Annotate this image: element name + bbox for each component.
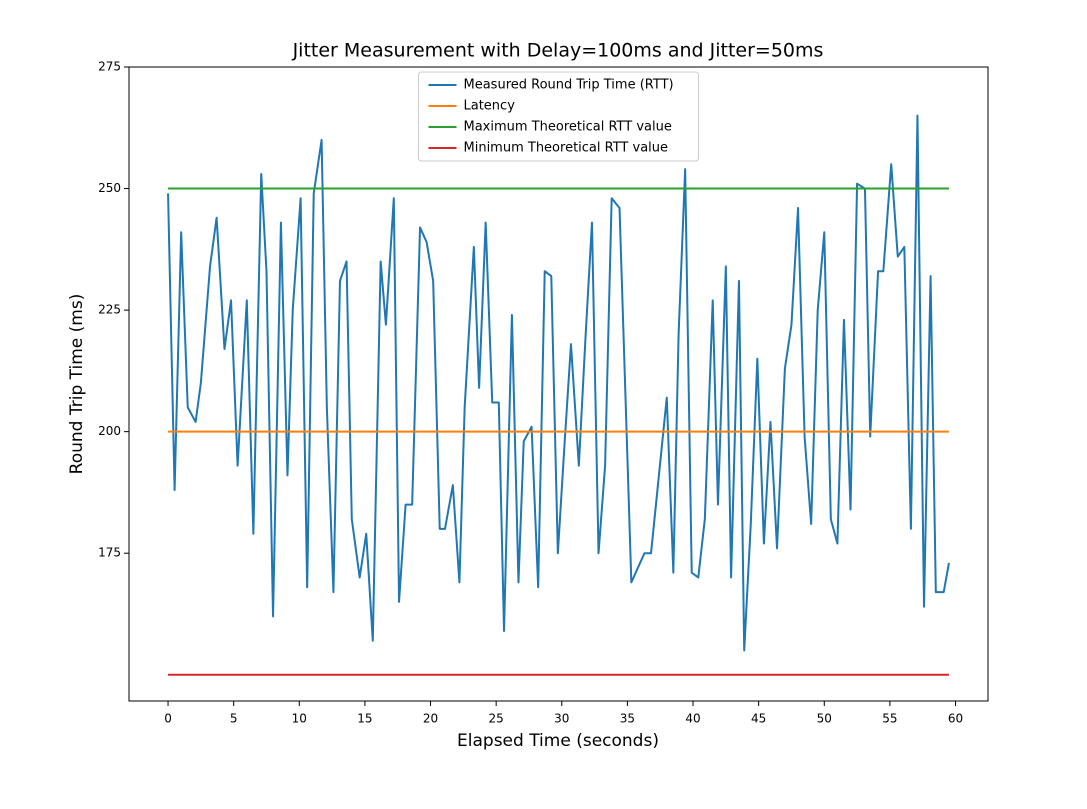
legend-label: Maximum Theoretical RTT value	[464, 120, 672, 135]
legend-label: Latency	[464, 99, 516, 114]
x-tick-label: 10	[292, 712, 307, 726]
x-tick-label: 20	[423, 712, 438, 726]
legend-label: Measured Round Trip Time (RTT)	[464, 78, 674, 93]
y-tick-label: 250	[98, 181, 121, 195]
legend-label: Minimum Theoretical RTT value	[464, 141, 669, 156]
y-tick-label: 225	[98, 303, 121, 317]
x-tick-label: 45	[751, 712, 766, 726]
x-axis-label: Elapsed Time (seconds)	[457, 731, 659, 751]
x-tick-label: 40	[685, 712, 700, 726]
plot-frame	[128, 66, 989, 702]
x-tick-label: 60	[948, 712, 963, 726]
y-tick-label: 275	[98, 60, 121, 74]
y-tick-label: 200	[98, 424, 121, 438]
x-tick-label: 35	[620, 712, 635, 726]
y-tick-label: 175	[98, 546, 121, 560]
x-tick-label: 25	[489, 712, 504, 726]
x-tick-label: 30	[554, 712, 569, 726]
chart-title: Jitter Measurement with Delay=100ms and …	[292, 40, 824, 62]
x-tick-label: 55	[882, 712, 897, 726]
x-tick-label: 15	[357, 712, 372, 726]
series-line	[167, 114, 950, 652]
y-axis-label: Round Trip Time (ms)	[67, 294, 87, 475]
x-tick-label: 5	[230, 712, 238, 726]
legend-box	[418, 71, 699, 162]
x-tick-label: 0	[164, 712, 172, 726]
x-tick-label: 50	[817, 712, 832, 726]
